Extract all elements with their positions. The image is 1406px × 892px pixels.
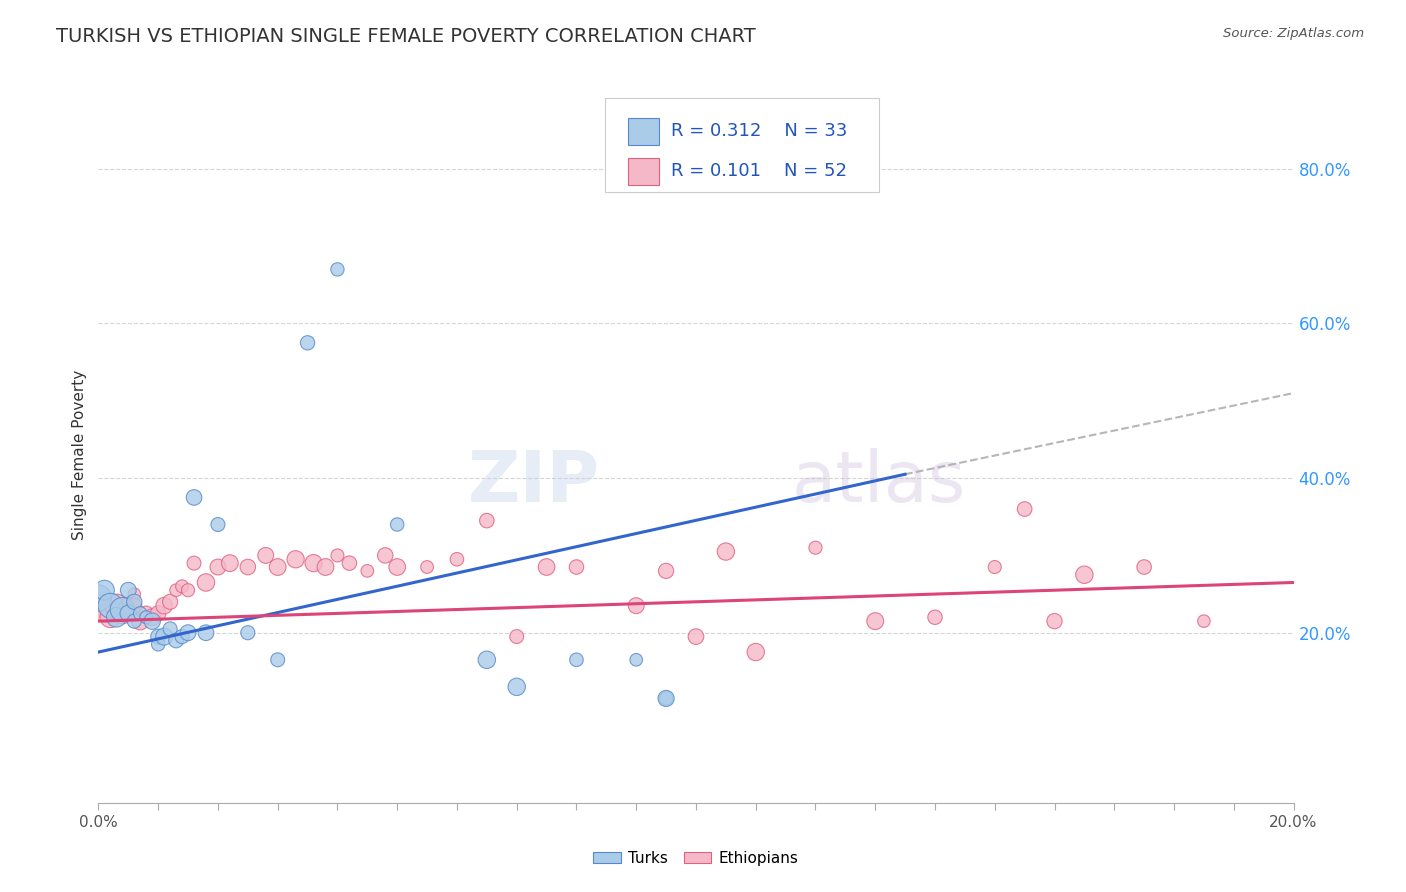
Text: TURKISH VS ETHIOPIAN SINGLE FEMALE POVERTY CORRELATION CHART: TURKISH VS ETHIOPIAN SINGLE FEMALE POVER… (56, 27, 756, 45)
Point (93, 583, 115, 598)
Point (159, 622, 181, 636)
Point (165, 633, 187, 648)
Point (297, 335, 319, 350)
Point (141, 614, 163, 628)
Point (626, 653, 648, 667)
Point (1073, 567, 1095, 582)
Point (385, 517, 409, 532)
Point (172, 630, 194, 644)
Y-axis label: Single Female Poverty: Single Female Poverty (72, 370, 87, 540)
Point (195, 625, 218, 640)
Point (1192, 614, 1215, 628)
Text: R = 0.312    N = 33: R = 0.312 N = 33 (671, 122, 846, 140)
Point (111, 602, 134, 616)
Point (416, 560, 439, 574)
Point (183, 556, 205, 570)
Point (506, 630, 529, 644)
Point (111, 607, 134, 621)
Text: Source: ZipAtlas.com: Source: ZipAtlas.com (1223, 27, 1364, 40)
Point (475, 653, 498, 667)
Point (745, 645, 768, 659)
Text: atlas: atlas (792, 449, 966, 517)
Point (984, 560, 1007, 574)
Point (177, 625, 200, 640)
Point (195, 575, 218, 590)
Point (124, 599, 146, 613)
Point (326, 262, 349, 277)
Point (183, 491, 205, 505)
Point (93, 607, 115, 621)
Point (98, 610, 122, 624)
Point (714, 544, 737, 558)
Point (124, 587, 146, 601)
Point (626, 599, 648, 613)
Point (129, 614, 152, 628)
Point (135, 607, 157, 621)
Point (356, 564, 378, 578)
Point (165, 583, 187, 598)
Point (865, 614, 887, 628)
Point (804, 541, 827, 555)
Text: R = 0.101    N = 52: R = 0.101 N = 52 (671, 162, 846, 180)
Point (1133, 560, 1156, 574)
Point (135, 610, 157, 624)
Point (207, 560, 229, 574)
Point (254, 549, 277, 563)
Point (565, 560, 588, 574)
Point (117, 583, 139, 598)
Point (446, 552, 468, 566)
Point (1043, 614, 1066, 628)
Point (236, 560, 259, 574)
Point (685, 630, 707, 644)
Point (87, 591, 110, 605)
Point (284, 552, 307, 566)
Point (105, 610, 128, 624)
Point (219, 556, 242, 570)
Point (302, 556, 325, 570)
Point (655, 691, 678, 706)
Point (236, 625, 259, 640)
Point (207, 517, 229, 532)
Point (267, 560, 290, 574)
Point (177, 583, 200, 598)
Point (129, 607, 152, 621)
Point (385, 560, 409, 574)
Point (565, 653, 588, 667)
Legend: Turks, Ethiopians: Turks, Ethiopians (588, 845, 804, 871)
Point (98, 599, 122, 613)
Point (148, 637, 170, 651)
Point (148, 630, 170, 644)
Point (475, 514, 498, 528)
Point (374, 549, 396, 563)
Point (655, 691, 678, 706)
Point (1014, 502, 1036, 516)
Point (267, 653, 290, 667)
Point (655, 564, 678, 578)
Point (153, 599, 176, 613)
Point (536, 560, 558, 574)
Point (326, 549, 349, 563)
Point (141, 610, 163, 624)
Point (87, 599, 110, 613)
Point (124, 595, 146, 609)
Point (339, 556, 361, 570)
Point (315, 560, 337, 574)
Text: ZIP: ZIP (468, 449, 600, 517)
Point (159, 595, 181, 609)
Point (506, 680, 529, 694)
Point (148, 607, 170, 621)
Point (124, 614, 146, 628)
Point (105, 599, 128, 613)
Point (153, 630, 176, 644)
Point (172, 579, 194, 593)
Point (117, 607, 139, 621)
Point (924, 610, 946, 624)
Point (117, 599, 139, 613)
